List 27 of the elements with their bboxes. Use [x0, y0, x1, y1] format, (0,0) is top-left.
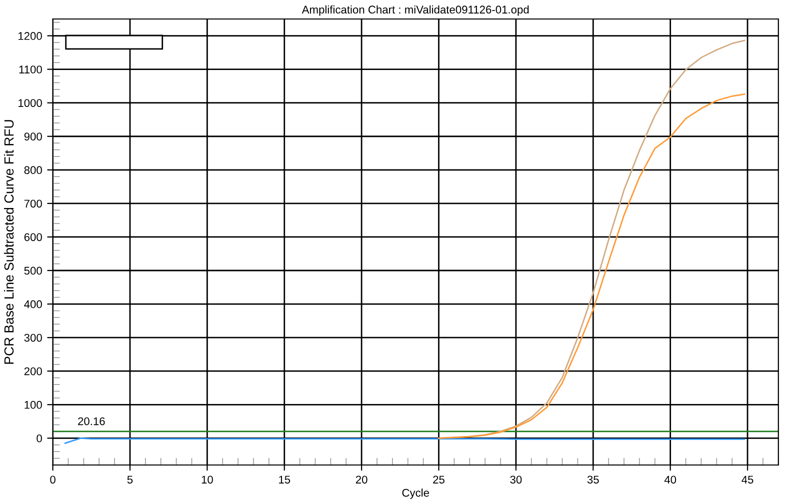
y-tick-label: 1000 [18, 99, 42, 107]
x-axis-title: Cycle [402, 488, 429, 499]
y-tick-label: 400 [24, 300, 42, 308]
ref-line-label: 20.16 [78, 417, 105, 426]
y-axis-title: PCR Base Line Subtracted Curve Fit RFU [4, 120, 14, 364]
x-tick-label: 0 [50, 476, 56, 484]
y-tick-label: 300 [24, 334, 42, 342]
x-tick-label: 25 [433, 476, 444, 484]
x-tick-label: 10 [202, 476, 213, 484]
y-tick-label: 1100 [19, 66, 42, 74]
chart-title: Amplification Chart : miValidate091126-01.opd [302, 5, 529, 16]
y-tick-label: 1200 [18, 32, 42, 40]
x-tick-label: 5 [127, 476, 133, 484]
x-tick-label: 20 [356, 476, 368, 484]
y-tick-label: 0 [36, 434, 42, 442]
x-tick-label: 45 [742, 476, 754, 484]
x-tick-label: 15 [279, 476, 290, 484]
y-tick-label: 100 [24, 400, 42, 409]
x-tick-label: 30 [510, 476, 522, 484]
x-tick-label: 35 [587, 476, 599, 484]
y-tick-label: 800 [24, 166, 42, 174]
x-tick-label: 40 [664, 476, 676, 484]
y-tick-label: 700 [24, 200, 42, 208]
y-tick-label: 900 [24, 132, 42, 141]
y-tick-label: 500 [24, 266, 42, 275]
y-tick-label: 600 [24, 233, 42, 242]
y-tick-label: 200 [24, 367, 42, 376]
